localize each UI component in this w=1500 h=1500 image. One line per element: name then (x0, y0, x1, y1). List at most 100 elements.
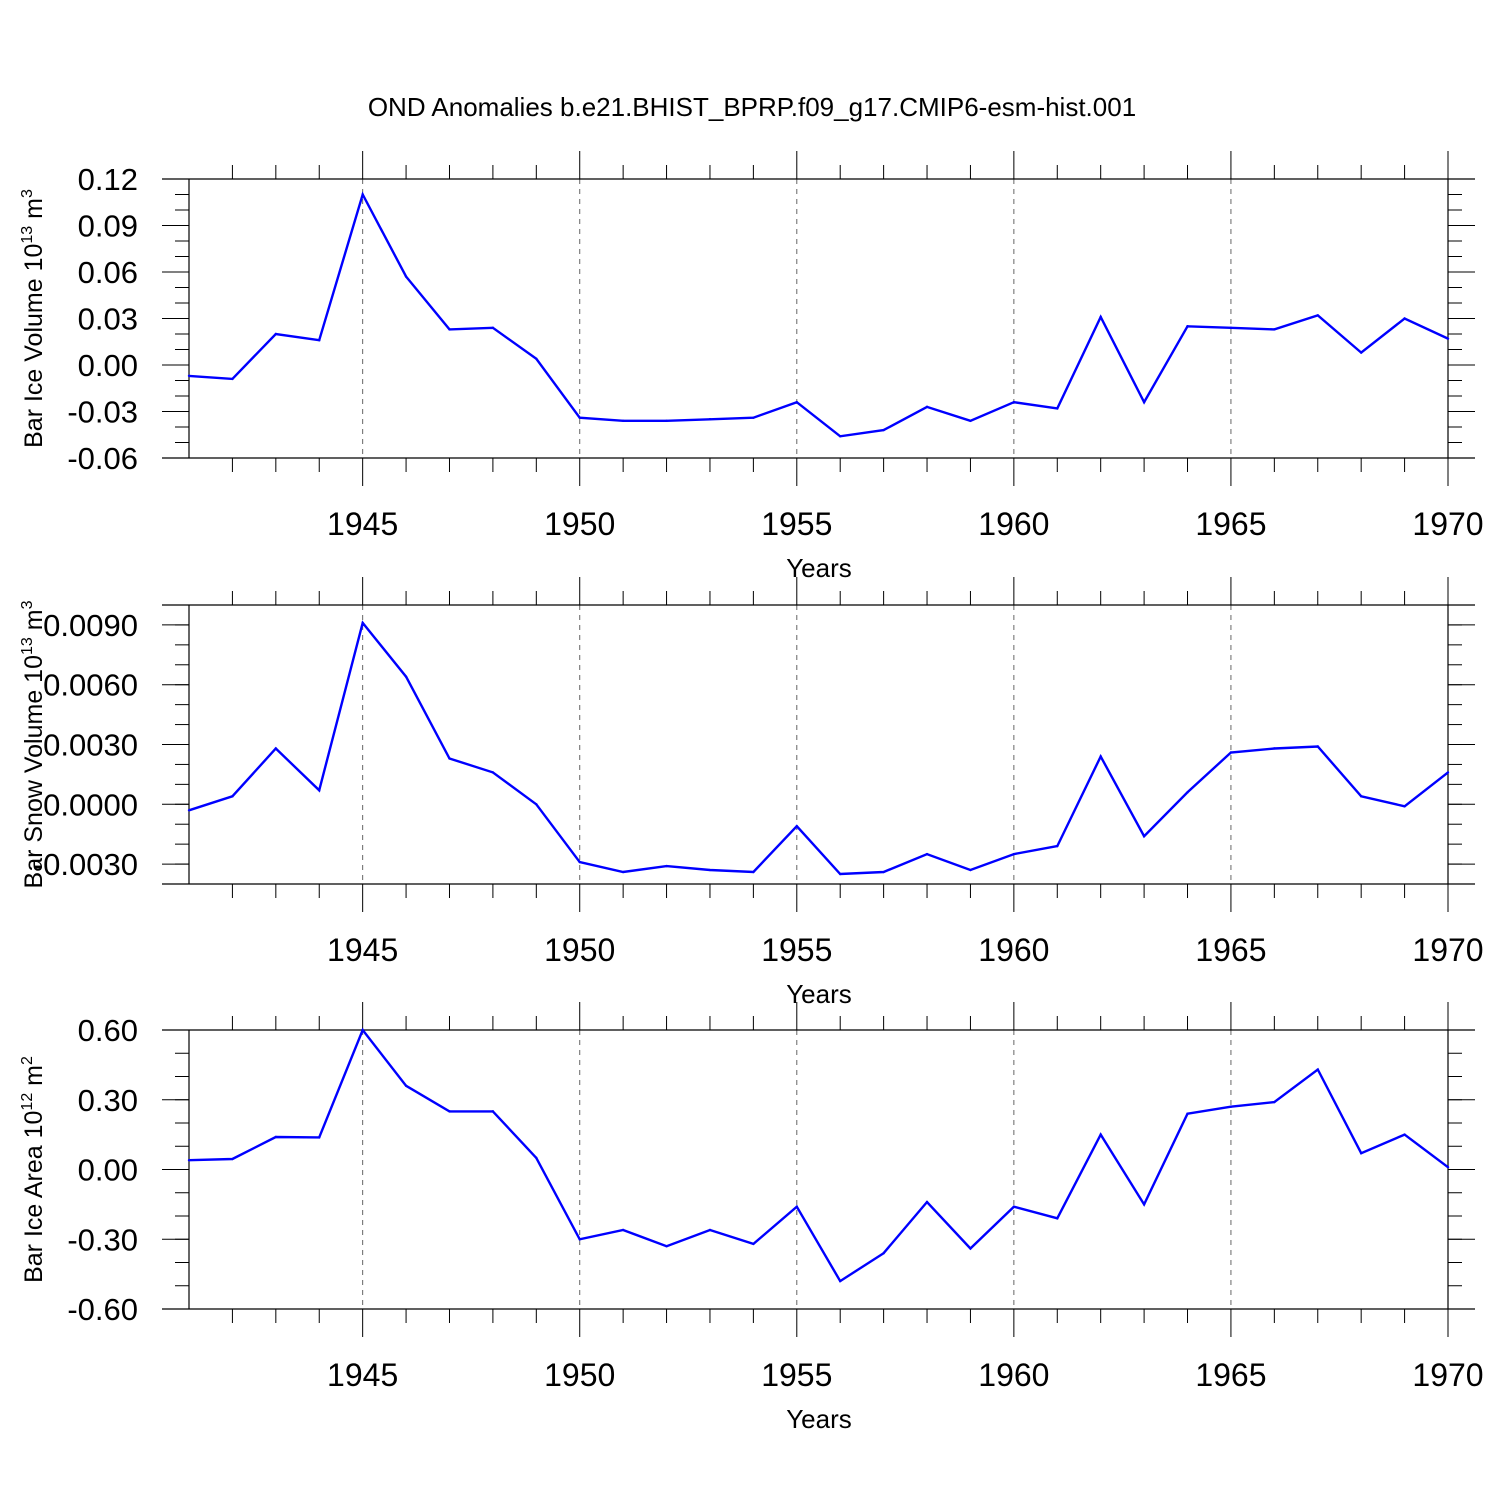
data-point (795, 401, 798, 404)
x-tick-label: 1945 (327, 506, 398, 542)
data-point (882, 428, 885, 432)
data-point (1359, 1152, 1363, 1155)
data-point (665, 1245, 668, 1248)
data-point (969, 1247, 972, 1250)
data-point (448, 757, 451, 760)
data-point (1012, 852, 1016, 856)
data-point (361, 621, 364, 625)
data-point (404, 275, 408, 278)
x-axis-label: Years (786, 979, 852, 1009)
data-point (752, 1242, 755, 1246)
data-point (882, 1252, 885, 1255)
y-label-superscript: 3 (19, 189, 36, 198)
x-tick-label: 1970 (1412, 506, 1483, 542)
y-tick-label: 0.03 (78, 302, 138, 337)
data-point (752, 416, 755, 419)
chart-panel: -0.06 -0.03 0.00 0.03 0.06 0.09 0.12 1945 1950 19… (19, 151, 1484, 583)
data-point (491, 1110, 495, 1113)
x-tick-label: 1955 (761, 1357, 832, 1393)
data-point (795, 825, 798, 828)
series-line (188, 191, 1449, 438)
y-tick-label: 0.30 (78, 1083, 138, 1118)
data-point (1229, 1105, 1233, 1108)
data-point (318, 339, 321, 342)
figure-title: OND Anomalies b.e21.BHIST_BPRP.f09_g17.C… (368, 92, 1136, 122)
data-point (1012, 401, 1016, 404)
data-point (1403, 317, 1406, 320)
x-tick-label: 1955 (761, 932, 832, 968)
data-point (708, 868, 712, 872)
y-tick-label: -0.30 (67, 1222, 138, 1257)
data-point (404, 675, 408, 678)
y-tick-label: 0.0000 (43, 787, 138, 822)
y-tick-label: 0.00 (78, 1153, 138, 1188)
data-point (1056, 844, 1059, 848)
y-label-text: Bar Ice Volume 10 (20, 244, 48, 448)
data-point (578, 860, 581, 864)
data-point (274, 1135, 278, 1139)
chart-panel: -0.0030 0.0000 0.0030 0.0060 0.0090 1945 1950 1… (19, 577, 1484, 1009)
y-tick-label: 0.06 (78, 255, 138, 290)
y-axis-label: Bar Snow Volume 1013 m3 (19, 600, 48, 888)
x-tick-label: 1955 (761, 506, 832, 542)
data-point (1012, 1205, 1016, 1208)
data-point (1316, 1068, 1319, 1071)
data-point (318, 1136, 321, 1139)
data-point (448, 328, 451, 331)
data-point (1142, 401, 1146, 404)
data-point (621, 419, 625, 422)
x-tick-label: 1965 (1195, 506, 1266, 542)
data-point (187, 1159, 191, 1162)
data-point (491, 326, 495, 329)
y-label-superscript: 3 (19, 600, 36, 609)
data-point (1273, 1100, 1276, 1104)
data-point (1359, 795, 1363, 798)
data-point (448, 1110, 451, 1113)
y-label-unit: m (20, 198, 48, 226)
data-point (187, 809, 191, 812)
data-point (969, 419, 972, 422)
data-point (535, 1156, 538, 1160)
y-tick-label: 0.12 (78, 162, 138, 197)
x-tick-label: 1945 (327, 932, 398, 968)
data-point (231, 795, 234, 798)
chart-panels: -0.06 -0.03 0.00 0.03 0.06 0.09 0.12 1945 1950 19… (19, 151, 1484, 1434)
data-point (361, 193, 364, 196)
x-axis-label: Years (786, 1404, 852, 1434)
data-point (621, 870, 625, 874)
x-tick-label: 1960 (978, 506, 1049, 542)
data-point (535, 357, 538, 360)
data-point (1446, 1165, 1450, 1169)
data-point (1056, 407, 1059, 410)
data-point (795, 1205, 798, 1208)
data-point (1316, 314, 1319, 317)
data-point (752, 870, 755, 874)
data-point (1273, 747, 1276, 750)
x-tick-label: 1965 (1195, 1357, 1266, 1393)
y-tick-label: 0.00 (78, 348, 138, 383)
data-point (274, 332, 278, 336)
data-point (274, 747, 278, 750)
data-point (925, 852, 929, 856)
y-label-text: Bar Ice Area 10 (20, 1111, 48, 1283)
data-point (839, 1279, 842, 1283)
data-point (969, 868, 972, 872)
data-point (1099, 755, 1102, 758)
data-point (1056, 1217, 1059, 1220)
x-tick-label: 1960 (978, 1357, 1049, 1393)
data-point (231, 1157, 234, 1161)
chart-panel: -0.60 -0.30 0.00 0.30 0.60 1945 1950 1955 1960 19… (19, 1002, 1484, 1434)
x-tick-label: 1970 (1412, 1357, 1483, 1393)
x-tick-label: 1960 (978, 932, 1049, 968)
data-point (535, 803, 538, 806)
y-tick-label: 0.0060 (43, 668, 138, 703)
data-point (361, 1028, 364, 1032)
data-point (1186, 1112, 1189, 1115)
data-point (882, 870, 885, 874)
y-axis-label: Bar Ice Volume 1013 m3 (19, 189, 48, 448)
data-point (1359, 351, 1363, 354)
data-point (187, 374, 191, 378)
data-point (1229, 751, 1233, 754)
